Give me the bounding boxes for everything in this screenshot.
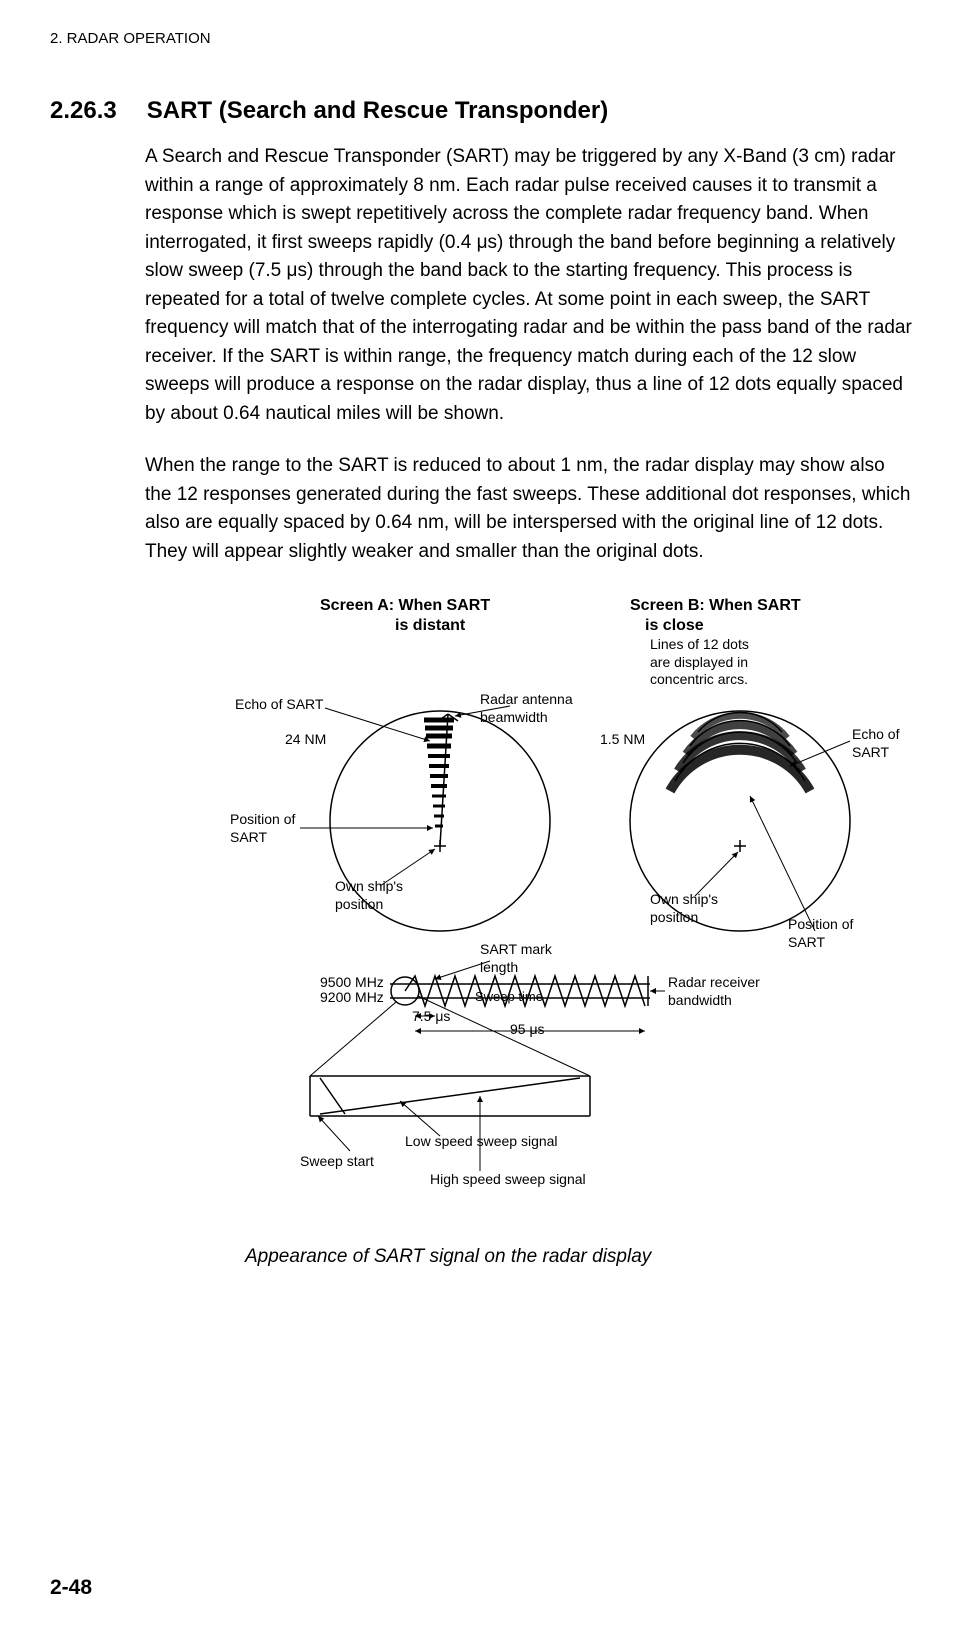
freq-9200: 9200 MHz [320, 989, 384, 1007]
position-of-sart-b: Position of SART [788, 916, 853, 951]
own-ship-a: Own ship's position [335, 878, 403, 913]
position-of-sart-a: Position of SART [230, 811, 295, 846]
screen-a-title: Screen A: When SART is distant [320, 596, 490, 636]
echo-of-sart-a: Echo of SART [235, 696, 323, 714]
time-95us: 95 μs [510, 1021, 545, 1039]
range-24nm: 24 NM [285, 731, 326, 749]
sweep-time: Sweep time [475, 989, 543, 1005]
screen-b-title: Screen B: When SART is close [630, 596, 801, 636]
figure-caption: Appearance of SART signal on the radar d… [245, 1246, 915, 1268]
paragraph-1: A Search and Rescue Transponder (SART) m… [145, 143, 915, 428]
time-7-5us: 7.5 μs [412, 1008, 450, 1026]
high-speed-sweep: High speed sweep signal [430, 1171, 586, 1189]
section-heading: 2.26.3 SART (Search and Rescue Transponde… [50, 97, 915, 125]
section-title: SART (Search and Rescue Transponder) [147, 97, 608, 124]
range-1-5nm: 1.5 NM [600, 731, 645, 749]
own-ship-b: Own ship's position [650, 891, 718, 926]
page-number: 2-48 [50, 1576, 92, 1600]
running-header: 2. RADAR OPERATION [50, 30, 915, 47]
sweep-start: Sweep start [300, 1153, 374, 1171]
low-speed-sweep: Low speed sweep signal [405, 1133, 558, 1151]
radar-receiver-bandwidth: Radar receiver bandwidth [668, 974, 760, 1009]
sart-figure: Screen A: When SART is distant Screen B:… [230, 596, 930, 1236]
section-number: 2.26.3 [50, 97, 117, 124]
paragraph-2: When the range to the SART is reduced to… [145, 452, 915, 566]
radar-antenna: Radar antenna beamwidth [480, 691, 573, 726]
echo-of-sart-b: Echo of SART [852, 726, 899, 761]
sart-mark-length: SART mark length [480, 941, 552, 976]
screen-b-subtitle: Lines of 12 dots are displayed in concen… [650, 636, 749, 689]
